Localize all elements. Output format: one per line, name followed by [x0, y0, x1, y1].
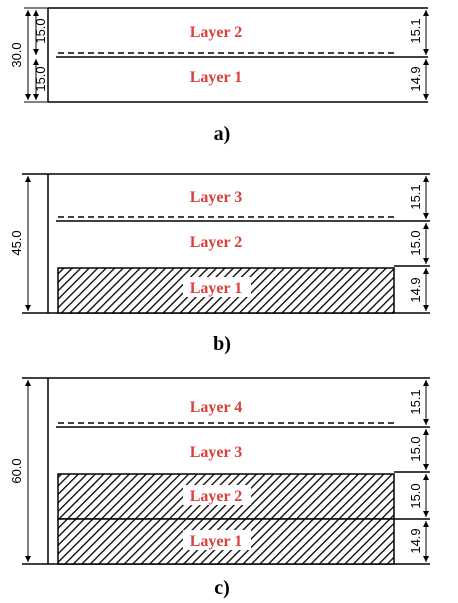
panel-a-caption: a) [214, 123, 231, 145]
panel-c-layer-2-label-backdrop [183, 485, 251, 505]
panel-c-layer-2-label: Layer 2 [190, 488, 243, 505]
panel-b-layer-2-thickness: 15.0 [408, 230, 423, 255]
panel-a-layer-2-label: Layer 2 [190, 24, 243, 41]
panel-a-total-dimension: 30.0 [9, 42, 24, 67]
panel-c-caption: c) [214, 577, 230, 599]
panel-b-caption: b) [213, 333, 231, 355]
panel-b: Layer 3 Layer 2 Layer 1 45.0 15.1 15.0 1… [9, 173, 430, 355]
panel-c-layer-1-label: Layer 1 [190, 533, 243, 550]
panel-a-layer-1-thickness: 14.9 [408, 66, 423, 91]
panel-c-layer-4-label: Layer 4 [190, 399, 243, 416]
panel-b-layer-1-label-backdrop [183, 277, 251, 297]
panel-b-layer-1-label: Layer 1 [190, 280, 243, 297]
panel-a-layer-2-thickness: 15.1 [408, 18, 423, 43]
panel-b-total-dimension: 45.0 [9, 230, 24, 255]
panel-c-layer-3-thickness: 15.0 [408, 436, 423, 461]
panel-c-layer-4-thickness: 15.1 [408, 389, 423, 414]
panel-c-layer-1-label-backdrop [183, 530, 251, 550]
panel-b-layer-3-thickness: 15.1 [408, 184, 423, 209]
panel-b-layer-2-label: Layer 2 [190, 234, 243, 251]
panel-a-left-segment-bottom: 15.0 [33, 66, 48, 91]
panel-c-total-dimension: 60.0 [9, 458, 24, 483]
panel-a: Layer 2 Layer 1 30.0 15.0 15.0 15.1 14.9… [9, 7, 429, 145]
panel-c: Layer 4 Layer 3 Layer 2 Layer 1 60.0 15.… [9, 377, 430, 599]
panel-b-layer-3-label: Layer 3 [190, 189, 243, 206]
panel-a-layer-1-label: Layer 1 [190, 69, 243, 86]
panel-c-layer-2-thickness: 15.0 [408, 483, 423, 508]
panel-c-layer-1-thickness: 14.9 [408, 528, 423, 553]
panel-b-layer-1-thickness: 14.9 [408, 277, 423, 302]
panel-a-left-segment-top: 15.0 [33, 18, 48, 43]
panel-c-layer-3-label: Layer 3 [190, 444, 243, 461]
